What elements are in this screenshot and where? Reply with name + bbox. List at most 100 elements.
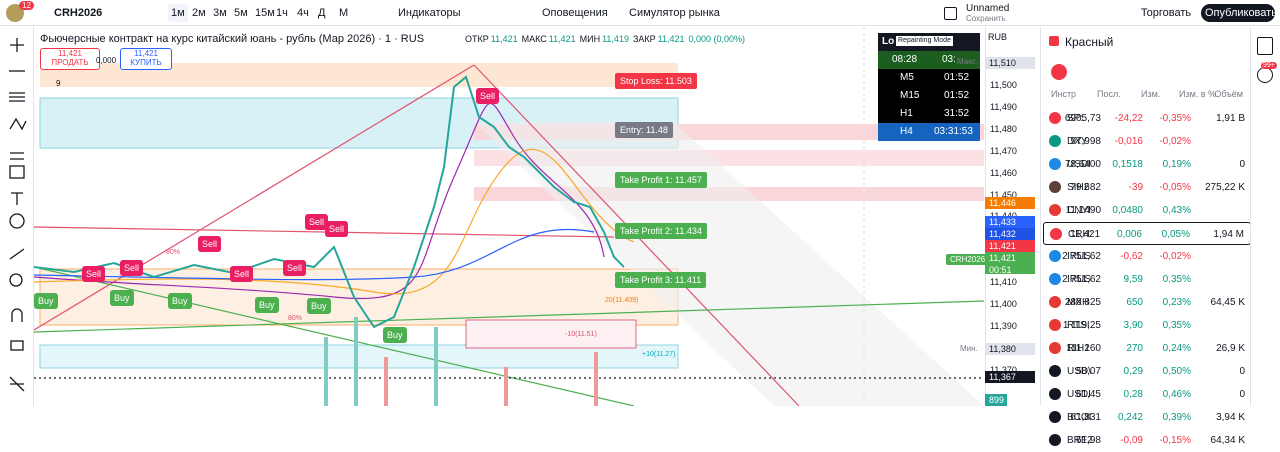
trend-line xyxy=(34,64,475,331)
zoom-tool[interactable] xyxy=(9,273,23,287)
high-value: 11,510 xyxy=(985,57,1035,69)
change: 0,28 xyxy=(1123,389,1143,400)
alerts-icon[interactable] xyxy=(1257,67,1273,83)
price-line xyxy=(34,75,625,329)
ohlc-change: 0,000 (0,00%) xyxy=(688,34,746,44)
measure-tool[interactable] xyxy=(9,248,25,260)
chart-area[interactable] xyxy=(34,27,1040,406)
indicators-count[interactable]: 9 xyxy=(56,79,61,88)
watchlist-row[interactable]: BRF2 61,98 -0,09 -0,15% 64,34 K xyxy=(1043,429,1251,452)
level-value: 11,421 xyxy=(985,240,1035,252)
symbol-icon xyxy=(1049,158,1061,170)
sell-signal: Sell xyxy=(305,214,329,230)
ohlc-key: МИН xyxy=(579,34,601,44)
symbol-icon xyxy=(1049,319,1061,331)
sell-signal: Sell xyxy=(325,221,349,237)
interval-button[interactable]: М xyxy=(339,7,349,19)
emoji-tool[interactable] xyxy=(9,213,25,229)
alerts-button[interactable]: Оповещения xyxy=(542,7,608,19)
watchlist-row[interactable]: IRUS 2 751,62 -0,62 -0,02% xyxy=(1043,245,1251,268)
drawing-tools xyxy=(9,38,27,392)
column-header[interactable]: Инстр xyxy=(1051,89,1077,99)
watchlist-row[interactable]: USD\ 58,07 0,29 0,50% 0 xyxy=(1043,360,1251,383)
hide-tool[interactable] xyxy=(9,376,25,392)
price-tick: 11,390 xyxy=(990,320,1017,331)
symbol-icon xyxy=(1049,250,1061,262)
volume: 64,34 K xyxy=(1210,435,1245,446)
symbol: MXH xyxy=(1067,297,1090,308)
price-tick: 11,470 xyxy=(990,145,1017,156)
timer-frame: H4 xyxy=(900,126,913,137)
change-pct: 0,35% xyxy=(1162,274,1191,285)
lock-tool[interactable] xyxy=(10,340,24,351)
interval-button[interactable]: 1ч xyxy=(276,7,288,19)
watchlist-row[interactable]: SP: 6905,73 -24,22 -0,35% 1,91 B xyxy=(1043,107,1251,130)
symbol: DXY xyxy=(1067,136,1088,147)
watchlist-row[interactable]: USDI 61,45 0,28 0,46% 0 xyxy=(1043,383,1251,406)
crosshair-tool[interactable] xyxy=(10,38,24,52)
forecast-tool[interactable] xyxy=(10,152,24,160)
interval-button[interactable]: 3м xyxy=(213,7,227,19)
watchlist-row[interactable]: CNYI 11,1490 0,0480 0,43% xyxy=(1043,199,1251,222)
watchlist-row[interactable]: CRH: 11,421 0,006 0,05% 1,94 M xyxy=(1043,222,1251,245)
last: 97,998 xyxy=(1070,136,1101,147)
watchlist-row[interactable]: SIH2 79 682 -39 -0,05% 275,22 K xyxy=(1043,176,1251,199)
interval-button[interactable]: 15м xyxy=(255,7,275,19)
buy-button[interactable]: 11,421 КУПИТЬ xyxy=(120,48,172,70)
watchlist-row[interactable]: BCOI 61,831 0,242 0,39% 3,94 K xyxy=(1043,406,1251,429)
publish-button[interactable]: Опубликовать xyxy=(1201,4,1277,22)
watchlist-row[interactable]: IRUS 2 751,62 9,59 0,35% xyxy=(1043,268,1251,291)
watchlist-row[interactable]: MXH 280 825 650 0,23% 64,45 K xyxy=(1043,291,1251,314)
change: -0,016 xyxy=(1114,136,1143,147)
volume: 0 xyxy=(1239,366,1245,377)
symbol: CRH: xyxy=(1068,229,1093,240)
interval-button[interactable]: Д xyxy=(318,7,326,19)
symbol-search[interactable]: CRH2026 xyxy=(54,7,103,19)
column-header[interactable]: Изм. xyxy=(1141,89,1161,99)
pct-label: 80% xyxy=(166,249,181,256)
replay-button[interactable]: Симулятор рынка xyxy=(629,7,720,19)
indicators-button[interactable]: Индикаторы xyxy=(398,7,461,19)
timer-value: 31:52 xyxy=(944,108,970,119)
watchlist-row[interactable]: RTSI 1 119,25 3,90 0,35% xyxy=(1043,314,1251,337)
interval-button[interactable]: 5м xyxy=(234,7,248,19)
tp2-label: Take Profit 2: 11.434 xyxy=(615,223,707,239)
interval-button[interactable]: 1м xyxy=(168,4,188,22)
volume: 0 xyxy=(1239,159,1245,170)
tp1-label: Take Profit 1: 11.457 xyxy=(615,172,707,188)
layout-name[interactable]: Unnamed xyxy=(966,3,1010,14)
column-header[interactable]: Объём xyxy=(1214,89,1243,99)
column-header[interactable]: Изм. в % xyxy=(1179,89,1217,99)
sell-button[interactable]: 11,421 ПРОДАТЬ xyxy=(40,48,100,70)
change: -0,09 xyxy=(1120,435,1143,446)
ma-line xyxy=(34,103,605,300)
sell-signal: Sell xyxy=(230,266,254,282)
watchlist-row[interactable]: DXY 97,998 -0,016 -0,02% xyxy=(1043,130,1251,153)
interval-button[interactable]: 4ч xyxy=(297,7,309,19)
interval-button[interactable]: 2м xyxy=(192,7,206,19)
price-tick: 11,490 xyxy=(990,101,1017,112)
watchlist-row[interactable]: USDI 78,6400 0,1518 0,19% 0 xyxy=(1043,153,1251,176)
change-pct: 0,24% xyxy=(1162,343,1191,354)
change: 650 xyxy=(1126,297,1143,308)
change: -0,62 xyxy=(1120,251,1143,262)
text-tool[interactable] xyxy=(11,192,23,205)
last: 280 825 xyxy=(1064,297,1101,308)
layout-icon[interactable] xyxy=(944,7,957,20)
sell-signal: Sell xyxy=(476,88,500,104)
volume-bar xyxy=(324,337,328,406)
shape-tool[interactable] xyxy=(9,165,25,179)
high-label: Макс. xyxy=(957,57,979,66)
pattern-tool[interactable] xyxy=(9,117,27,131)
timer-row: H4 03:31:53 xyxy=(878,123,980,141)
watchlist-row[interactable]: RIH2 111 160 270 0,24% 26,9 K xyxy=(1043,337,1251,360)
trade-button[interactable]: Торговать xyxy=(1140,7,1192,19)
sell-signal: Sell xyxy=(198,236,222,252)
watchlist-icon[interactable] xyxy=(1257,37,1273,55)
fib-tool[interactable] xyxy=(9,92,25,102)
watchlist-name[interactable]: Красный xyxy=(1065,35,1114,49)
column-header[interactable]: Посл. xyxy=(1097,89,1121,99)
symbol: RIH2 xyxy=(1067,343,1090,354)
change-pct: 0,50% xyxy=(1162,366,1191,377)
magnet-tool[interactable] xyxy=(11,308,23,322)
